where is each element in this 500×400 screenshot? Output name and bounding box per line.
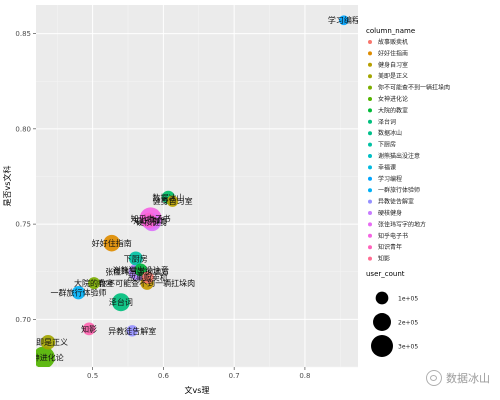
legend: column_name 故事贩卖机好好住指南健身自习室美即是正义你不可能查不到一辆…: [366, 27, 450, 357]
y-tick-label: 0.80: [15, 125, 31, 133]
point-label: 硬核健身: [136, 217, 168, 227]
point-label: 你不可能查不到一辆扛垛肉: [99, 278, 195, 288]
legend-swatch: [368, 233, 372, 238]
point-label: 故事贩卖机: [128, 272, 168, 282]
legend-swatch: [368, 211, 372, 215]
data-point: [36, 346, 55, 367]
legend-swatch: [368, 256, 372, 261]
legend-swatch: [368, 176, 372, 181]
size-legend-label: 2e+05: [398, 320, 418, 327]
legend-swatch: [368, 142, 372, 147]
legend-entry: 健身自习室: [378, 61, 408, 69]
x-axis-title: 文vs理: [185, 385, 210, 395]
legend-entry: 数据冰山: [378, 129, 402, 137]
data-point: [88, 277, 101, 290]
data-point: [126, 325, 138, 337]
y-axis-title: 是否vs文科: [2, 166, 12, 207]
legend-title: column_name: [366, 27, 415, 35]
point-label: 泽台词: [109, 297, 133, 307]
point-label: 知影: [81, 324, 97, 334]
size-legend-label: 1e+05: [398, 296, 418, 303]
legend-swatch: [368, 108, 372, 113]
legend-swatch: [368, 165, 372, 170]
data-point: [141, 212, 157, 228]
size-legend-swatch: [373, 313, 391, 331]
legend-swatch: [368, 74, 372, 79]
legend-entry: 知乎电子书: [378, 232, 408, 240]
legend-entry: 知影: [378, 255, 390, 263]
legend-entry: 你不可能查不到一辆扛垛肉: [378, 84, 450, 92]
point-label: 美即是正义: [28, 337, 68, 347]
data-point: [71, 286, 86, 300]
legend-entry: 下厨房: [378, 141, 396, 149]
legend-swatch: [368, 40, 372, 44]
x-tick-label: 0.8: [299, 372, 310, 380]
x-tick-label: 0.7: [229, 372, 240, 380]
point-label: 知识青年: [133, 215, 165, 225]
data-point: [103, 234, 121, 252]
legend-entry: 一群旅行体验师: [378, 186, 420, 194]
legend-entry: 美即是正义: [378, 72, 408, 80]
point-label: 好好住指南: [92, 238, 132, 248]
point-label: 张佳玮写字的地方: [105, 267, 169, 277]
legend-entry: 异教徒告解室: [378, 198, 414, 206]
y-tick-label: 0.75: [15, 221, 31, 229]
legend-swatch: [368, 62, 372, 67]
legend-entry: 好好住指南: [378, 49, 408, 57]
point-label: 下厨房: [124, 253, 148, 263]
watermark-text: 数据冰山: [446, 372, 490, 385]
points-group: 学习编程数据冰山健身自习室知乎电子书硬核健身知识青年好好住指南下厨房张佳玮写字的…: [24, 15, 360, 367]
point-label: 一群旅行体验师: [50, 288, 106, 298]
y-tick-label: 0.85: [15, 30, 31, 38]
legend-entry: 硬核健身: [378, 209, 402, 217]
legend-entry: 大院的教室: [378, 106, 408, 114]
legend-swatch: [368, 119, 372, 124]
legend-swatch: [368, 131, 372, 136]
legend-swatch: [368, 154, 372, 158]
data-point: [338, 15, 349, 26]
legend-entry: 知识青年: [378, 243, 402, 251]
plot-background: [36, 5, 358, 367]
legend-swatch: [368, 51, 372, 56]
legend-entry: 张佳玮写字的地方: [378, 220, 426, 228]
data-point: [128, 251, 143, 266]
size-legend-swatch: [375, 291, 389, 305]
legend-swatch: [368, 188, 372, 193]
legend-entry: 女神进化论: [378, 95, 408, 103]
data-point: [141, 271, 154, 284]
legend-entry: 幸福课: [378, 163, 396, 171]
legend-swatch: [368, 222, 372, 227]
data-point: [111, 293, 130, 312]
legend-swatch: [368, 85, 372, 90]
watermark: 数据冰山: [426, 370, 490, 386]
point-label: 异教徒告解室: [108, 326, 156, 336]
plot-area: 0.5 0.6 0.7 0.8 0.70 0.75 0.80 0.85 文vs理 是否vs文科 学习…: [2, 5, 360, 395]
data-point: [40, 334, 56, 350]
size-legend-label: 3e+05: [398, 344, 418, 351]
data-point: [82, 322, 96, 336]
size-legend-swatch: [371, 335, 393, 357]
legend-swatch: [368, 199, 372, 204]
point-label: 大院的教室: [74, 278, 114, 288]
x-tick-label: 0.6: [158, 372, 170, 380]
legend-entry: 谢熊猫出没注意: [378, 152, 420, 160]
point-label: 谢熊猫出没注意: [113, 265, 169, 275]
data-point: [166, 195, 179, 207]
size-legend-title: user_count: [366, 270, 405, 278]
legend-swatch: [368, 245, 372, 250]
legend-swatch: [368, 97, 372, 101]
point-label: 知乎电子书: [131, 213, 171, 223]
point-label: 女神进化论: [24, 352, 64, 362]
legend-entry: 故事贩卖机: [378, 38, 408, 46]
legend-entry: 泽台词: [378, 118, 396, 126]
x-tick-label: 0.5: [87, 372, 98, 380]
point-label: 数据冰山: [152, 192, 184, 202]
point-label: 学习编程: [328, 15, 360, 25]
y-tick-label: 0.70: [15, 316, 31, 324]
legend-entry: 学习编程: [378, 175, 402, 183]
wechat-icon: [426, 370, 442, 386]
point-label: 健身自习室: [153, 196, 193, 206]
